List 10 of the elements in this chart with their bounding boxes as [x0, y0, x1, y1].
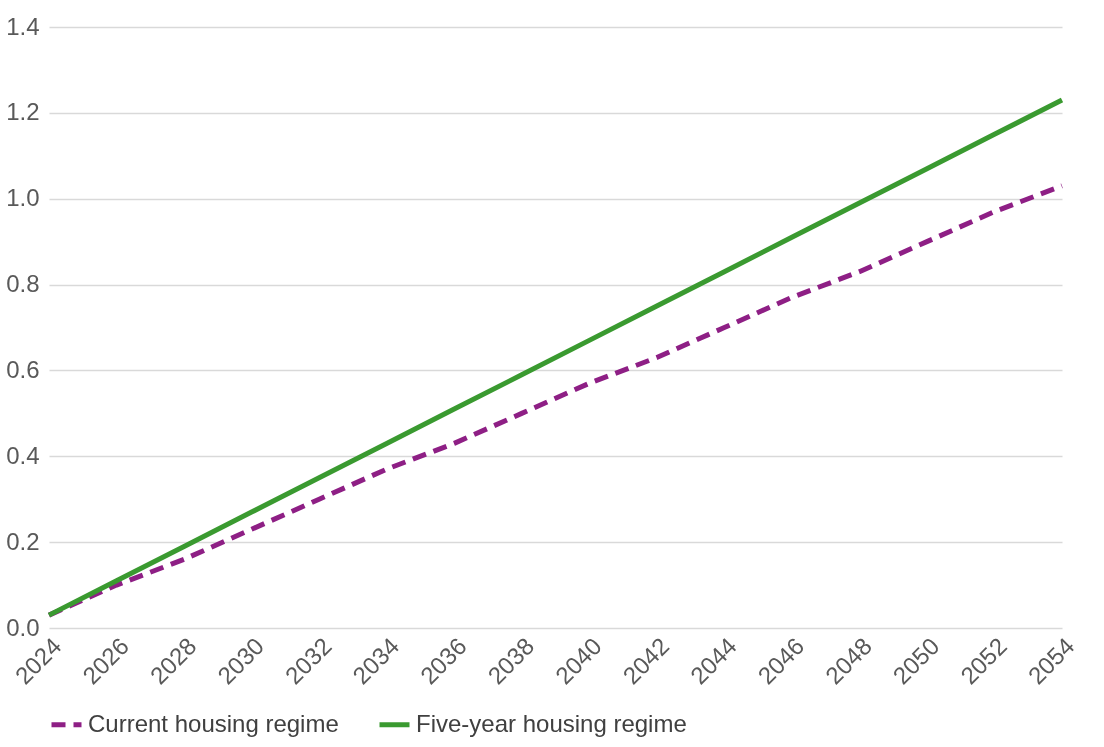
y-tick-label: 0.2 [6, 527, 40, 555]
y-tick-label: 1.2 [6, 98, 40, 126]
y-tick-label: 1.0 [6, 184, 40, 212]
y-tick-label: 0.6 [6, 355, 40, 383]
y-tick-label: 0.8 [6, 270, 40, 298]
y-tick-label: 1.4 [6, 12, 40, 40]
legend-label: Five-year housing regime [416, 709, 687, 737]
y-tick-label: 0.4 [6, 441, 40, 469]
legend-label: Current housing regime [88, 709, 339, 737]
y-tick-label: 0.0 [6, 613, 40, 641]
